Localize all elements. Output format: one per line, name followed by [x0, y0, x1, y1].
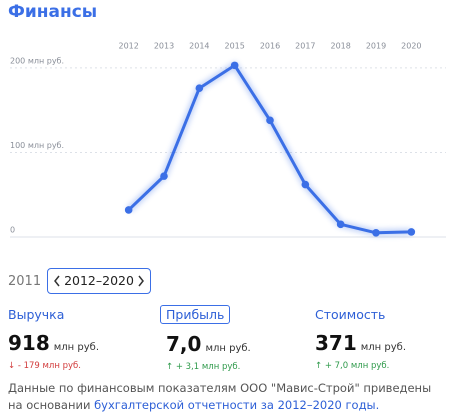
unit: млн руб. [205, 343, 251, 354]
prev-period[interactable]: 2011 [8, 274, 42, 289]
x-tick-label: 2012 [118, 42, 138, 51]
metric-value: 918 млн руб. [8, 331, 99, 355]
period-label: 2012–2020 [64, 273, 134, 288]
footer-link[interactable]: бухгалтерской отчетности за 2012–2020 го… [94, 398, 380, 412]
metric-change: ↓ - 179 млн руб. [8, 361, 81, 371]
point [266, 116, 274, 125]
footer-text: Данные по финансовым показателям ООО "Ма… [8, 381, 432, 412]
point [195, 84, 204, 92]
metric-label[interactable]: Выручка [8, 307, 65, 322]
title: Финансы [8, 2, 98, 22]
x-tick-label: 2016 [260, 42, 280, 51]
x-tick-label: 2015 [224, 42, 244, 51]
prev-arrow[interactable] [54, 275, 60, 287]
x-tick-label: 2017 [295, 42, 315, 51]
value: 918 [8, 331, 50, 355]
point [372, 228, 380, 237]
metric: Стоимость 371 млн руб. ↑ + 7,0 млн руб. [315, 304, 406, 371]
point [301, 180, 310, 189]
unit: млн руб. [360, 342, 407, 353]
metric-label[interactable]: Прибыль [160, 305, 231, 324]
x-tick-label: 2014 [189, 42, 209, 51]
x-tick-label: 2020 [401, 42, 421, 51]
metric-value: 7,0 млн руб. [166, 332, 251, 356]
line-glow [126, 61, 412, 236]
metric-label[interactable]: Стоимость [315, 307, 386, 322]
x-tick-label: 2018 [330, 42, 350, 51]
line [127, 63, 412, 235]
next-arrow[interactable] [138, 275, 144, 287]
metric: Выручка 918 млн руб. ↓ - 179 млн руб. [8, 304, 99, 371]
footer: Данные по финансовым показателям ООО "Ма… [8, 380, 448, 414]
x-tick-label: 2013 [154, 42, 174, 51]
metric-value: 371 млн руб. [315, 331, 406, 355]
x-tick-label: 2019 [366, 42, 386, 51]
value: 371 [315, 331, 357, 355]
period-selector[interactable]: 2012–2020 [47, 268, 151, 294]
point [160, 172, 168, 180]
point [230, 61, 239, 70]
metric-change: ↑ + 3,1 млн руб. [166, 362, 241, 372]
value: 7,0 [166, 332, 202, 356]
arrows [54, 275, 144, 287]
chart: 0 100 млн руб. 200 млн руб. 2012 2013 2014 201… [10, 42, 446, 238]
y-tick-label: 0 [10, 226, 15, 235]
metric-change: ↑ + 7,0 млн руб. [315, 361, 390, 371]
point [336, 220, 345, 229]
y-tick-label: 200 млн руб. [10, 56, 64, 65]
metric: Прибыль 7,0 млн руб. ↑ + 3,1 млн руб. [160, 304, 251, 372]
unit: млн руб. [53, 342, 100, 353]
point [407, 228, 416, 236]
point [124, 206, 133, 214]
y-tick-label: 100 млн руб. [10, 141, 64, 150]
